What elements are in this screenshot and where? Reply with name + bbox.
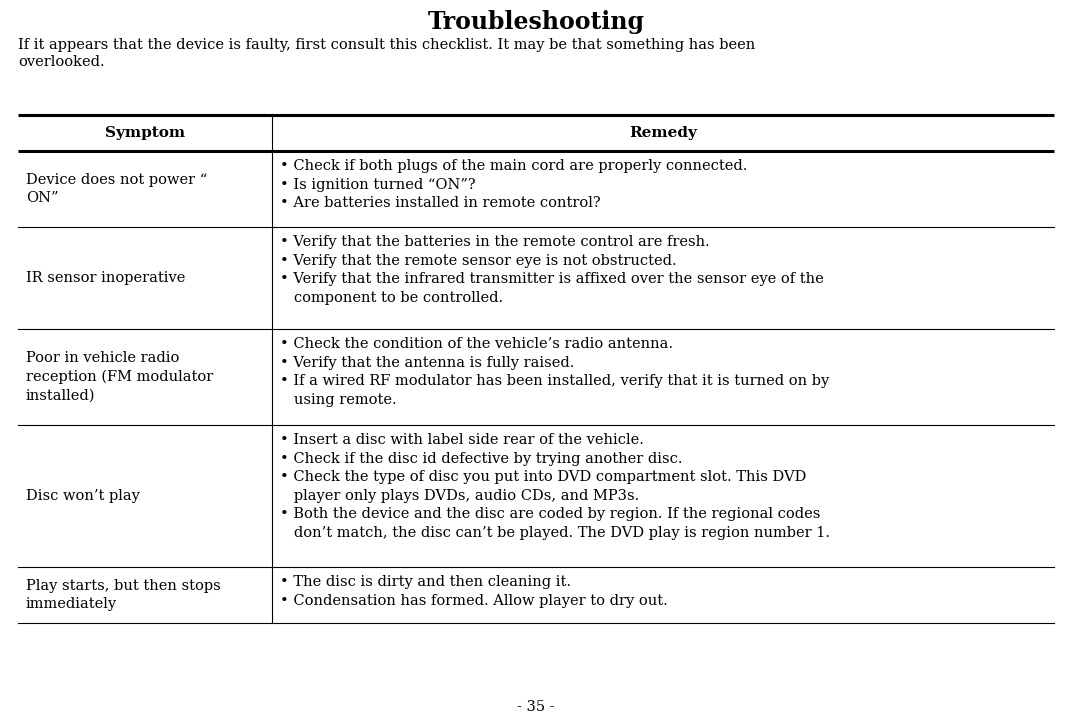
Text: Poor in vehicle radio
reception (FM modulator
installed): Poor in vehicle radio reception (FM modu… — [26, 352, 213, 403]
Text: Troubleshooting: Troubleshooting — [428, 10, 644, 34]
Text: • The disc is dirty and then cleaning it.
• Condensation has formed. Allow playe: • The disc is dirty and then cleaning it… — [280, 575, 668, 608]
Text: Remedy: Remedy — [629, 126, 697, 140]
Text: • Verify that the batteries in the remote control are fresh.
• Verify that the r: • Verify that the batteries in the remot… — [280, 235, 823, 305]
Text: overlooked.: overlooked. — [18, 55, 105, 69]
Text: If it appears that the device is faulty, first consult this checklist. It may be: If it appears that the device is faulty,… — [18, 38, 756, 52]
Text: • Check if both plugs of the main cord are properly connected.
• Is ignition tur: • Check if both plugs of the main cord a… — [280, 159, 747, 210]
Text: IR sensor inoperative: IR sensor inoperative — [26, 271, 185, 285]
Text: Symptom: Symptom — [105, 126, 185, 140]
Text: • Insert a disc with label side rear of the vehicle.
• Check if the disc id defe: • Insert a disc with label side rear of … — [280, 433, 830, 540]
Text: Play starts, but then stops
immediately: Play starts, but then stops immediately — [26, 579, 221, 612]
Text: Device does not power “
ON”: Device does not power “ ON” — [26, 173, 207, 205]
Text: • Check the condition of the vehicle’s radio antenna.
• Verify that the antenna : • Check the condition of the vehicle’s r… — [280, 337, 829, 407]
Text: - 35 -: - 35 - — [517, 700, 555, 714]
Text: Disc won’t play: Disc won’t play — [26, 489, 139, 503]
